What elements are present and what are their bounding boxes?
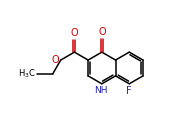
Text: F: F [127, 86, 132, 96]
Text: O: O [71, 28, 78, 38]
Text: NH: NH [95, 86, 108, 95]
Text: H$_3$C: H$_3$C [18, 67, 36, 80]
Text: O: O [98, 28, 106, 37]
Text: O: O [52, 55, 60, 65]
